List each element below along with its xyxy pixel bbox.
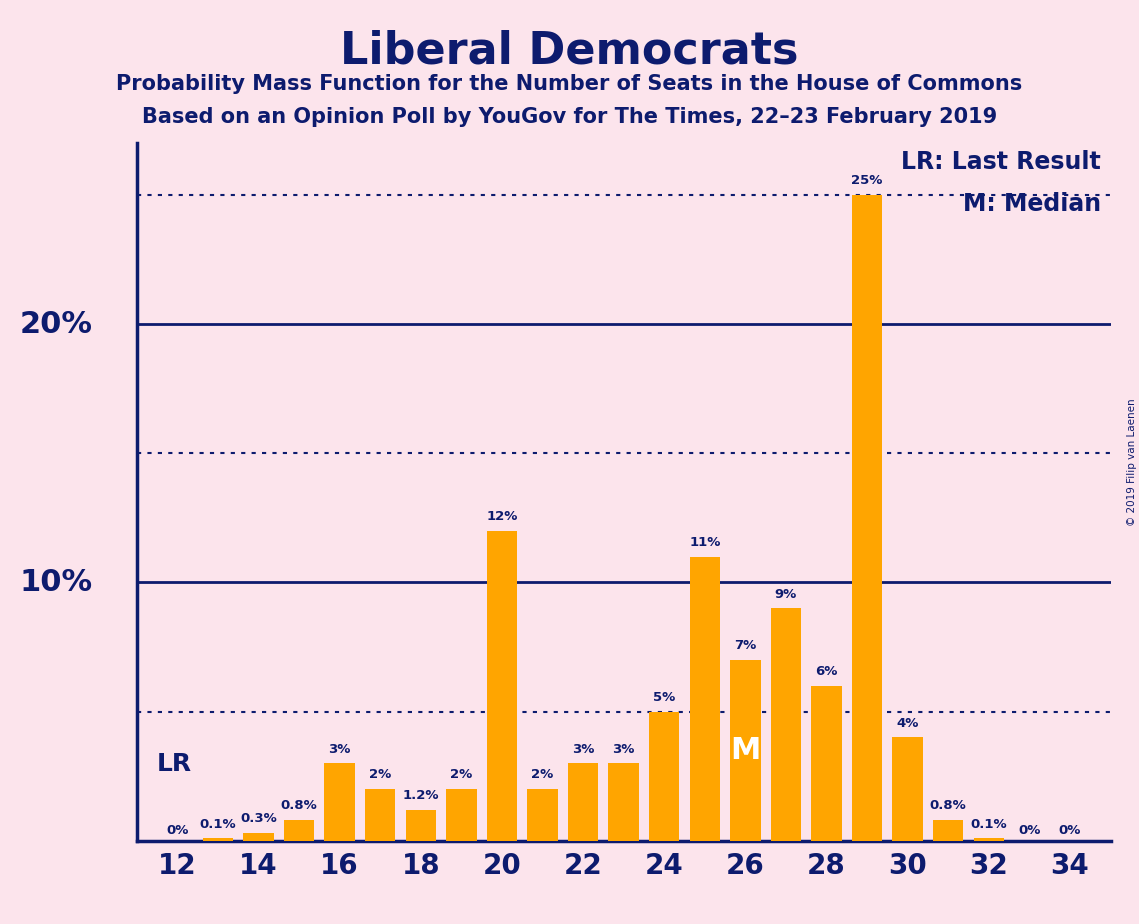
Bar [446,789,476,841]
Bar [933,821,964,841]
Text: 0.8%: 0.8% [929,799,967,812]
Text: 11%: 11% [689,536,721,549]
Text: M: M [730,736,761,765]
Text: 0.1%: 0.1% [970,818,1007,831]
Text: 0%: 0% [1059,824,1081,837]
Text: 2%: 2% [531,769,554,782]
Text: Liberal Democrats: Liberal Democrats [341,30,798,73]
Bar [284,821,314,841]
Bar [608,763,639,841]
Text: 1.2%: 1.2% [402,789,439,802]
Text: 7%: 7% [735,639,756,652]
Text: LR: LR [157,752,192,776]
Text: 0%: 0% [1018,824,1041,837]
Bar [811,686,842,841]
Text: Based on an Opinion Poll by YouGov for The Times, 22–23 February 2019: Based on an Opinion Poll by YouGov for T… [142,107,997,128]
Text: 10%: 10% [19,568,93,597]
Bar [364,789,395,841]
Text: 5%: 5% [653,691,675,704]
Text: 9%: 9% [775,588,797,601]
Bar [893,737,923,841]
Text: 3%: 3% [328,743,351,756]
Text: © 2019 Filip van Laenen: © 2019 Filip van Laenen [1126,398,1137,526]
Bar [203,838,233,841]
Bar [527,789,558,841]
Bar [974,838,1003,841]
Text: 2%: 2% [369,769,392,782]
Bar [649,711,679,841]
Text: 3%: 3% [572,743,595,756]
Text: 3%: 3% [613,743,634,756]
Text: 0.3%: 0.3% [240,812,277,825]
Bar [325,763,354,841]
Text: 2%: 2% [450,769,473,782]
Text: 6%: 6% [816,665,837,678]
Bar [244,833,273,841]
Bar [852,195,883,841]
Text: LR: Last Result: LR: Last Result [901,151,1100,175]
Text: 0.8%: 0.8% [280,799,318,812]
Text: 12%: 12% [486,510,517,523]
Bar [730,660,761,841]
Text: Probability Mass Function for the Number of Seats in the House of Commons: Probability Mass Function for the Number… [116,74,1023,94]
Text: 0.1%: 0.1% [199,818,236,831]
Bar [486,530,517,841]
Text: 0%: 0% [166,824,188,837]
Bar [771,608,801,841]
Text: 20%: 20% [19,310,93,338]
Text: M: Median: M: Median [962,192,1100,216]
Text: 4%: 4% [896,717,919,730]
Bar [689,556,720,841]
Bar [568,763,598,841]
Text: 25%: 25% [851,174,883,188]
Bar [405,809,436,841]
